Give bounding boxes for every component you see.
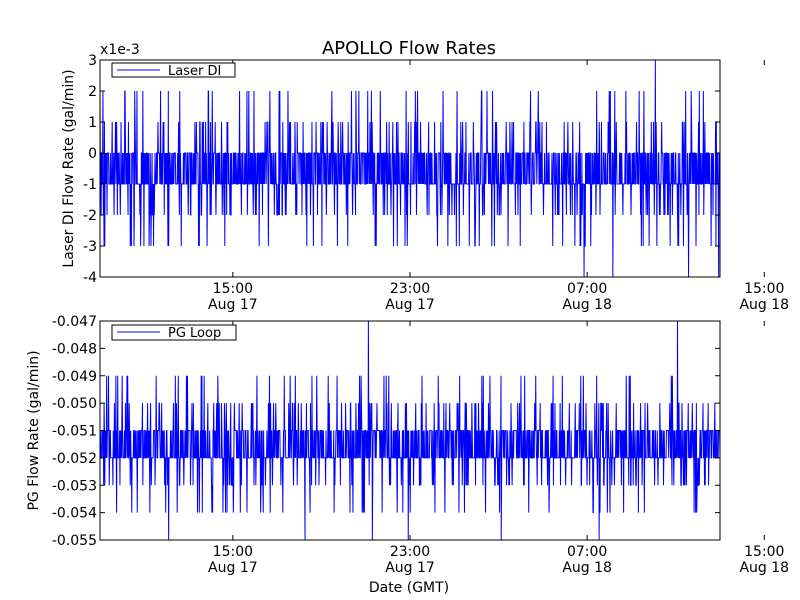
- laser-di-y-axis-label: Laser DI Flow Rate (gal/min): [61, 69, 77, 267]
- laser-di-legend-label: Laser DI: [168, 64, 221, 79]
- laser-di-ytick-label: -1: [83, 177, 97, 193]
- pg-loop-ticks: -0.055 -0.054 -0.053 -0.052 -0.051 -0.050 -0.0…: [52, 314, 789, 576]
- laser-di-ytick-label: 3: [88, 53, 97, 69]
- x-axis-label: Date (GMT): [369, 580, 449, 596]
- laser-di-xtick-date-label: Aug 18: [562, 297, 612, 313]
- laser-di-xtick-time-label: 15:00: [213, 281, 253, 297]
- laser-di-ytick-label: -4: [83, 270, 97, 286]
- pg-loop-ytick-label: -0.055: [52, 533, 97, 549]
- laser-di-offset-label: x1e-3: [100, 42, 140, 58]
- pg-loop-panel: PG Flow Rate (gal/min) -0.055-0.054-0.05…: [26, 314, 789, 576]
- pg-loop-xtick-date-label: Aug 18: [562, 560, 612, 576]
- laser-di-data-line: [99, 59, 721, 278]
- pg-loop-xtick-time-label: 23:00: [390, 544, 430, 560]
- laser-di-xtick-time-label: 23:00: [390, 281, 430, 297]
- laser-di-legend-box: [111, 62, 236, 78]
- pg-loop-xtick-time-label: 15:00: [213, 544, 253, 560]
- pg-loop-legend-box: [111, 324, 237, 341]
- pg-loop-xtick-time-label: 15:00: [744, 544, 784, 560]
- pg-loop-ytick-label: -0.048: [52, 341, 97, 357]
- pg-loop-xtick-date-label: Aug 17: [208, 560, 258, 576]
- pg-loop-ytick-label: -0.054: [52, 506, 97, 522]
- pg-loop-series: [99, 320, 721, 541]
- pg-loop-xtick-time-label: 07:00: [567, 544, 607, 560]
- pg-loop-ytick-label: -0.053: [52, 478, 97, 494]
- laser-di-ytick-label: -2: [83, 208, 97, 224]
- pg-loop-ytick-label: -0.047: [52, 314, 97, 330]
- laser-di-xtick-time-label: 15:00: [744, 281, 784, 297]
- pg-loop-xtick-date-label: Aug 17: [385, 560, 435, 576]
- laser-di-series: [99, 59, 721, 278]
- pg-loop-ytick-label: -0.050: [52, 396, 97, 412]
- laser-di-legend: Laser DI: [111, 62, 236, 79]
- pg-loop-y-axis-label: PG Flow Rate (gal/min): [26, 350, 42, 510]
- pg-loop-xtick-date-label: Aug 18: [739, 560, 789, 576]
- laser-di-xtick-date-label: Aug 18: [739, 297, 789, 313]
- pg-loop-data-line: [99, 320, 721, 541]
- laser-di-ytick-label: 2: [88, 84, 97, 100]
- pg-loop-ytick-label: -0.049: [52, 369, 97, 385]
- pg-loop-legend: PG Loop: [111, 324, 237, 341]
- chart-title: APOLLO Flow Rates: [322, 38, 496, 59]
- laser-di-xtick-date-label: Aug 17: [385, 297, 435, 313]
- laser-di-xtick-date-label: Aug 17: [208, 297, 258, 313]
- laser-di-panel: x1e-3 Laser DI Flow Rate (gal/min) -4 -3 -…: [61, 42, 789, 313]
- laser-di-ytick-label: -3: [83, 239, 97, 255]
- pg-loop-legend-label: PG Loop: [168, 326, 221, 341]
- laser-di-ytick-label: 1: [88, 115, 97, 131]
- pg-loop-ytick-label: -0.051: [52, 424, 97, 440]
- laser-di-ytick-label: 0: [88, 146, 97, 162]
- laser-di-xtick-time-label: 07:00: [567, 281, 607, 297]
- pg-loop-ytick-label: -0.052: [52, 451, 97, 467]
